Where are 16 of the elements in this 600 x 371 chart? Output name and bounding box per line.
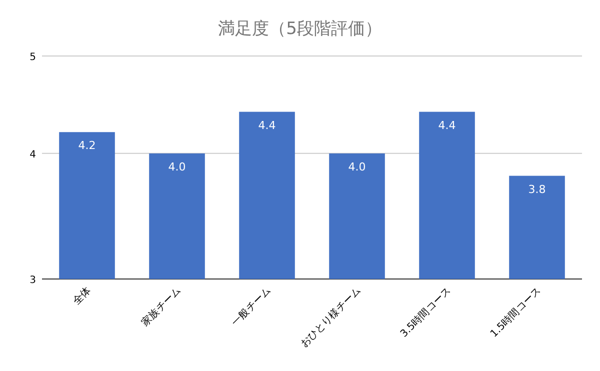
x-tick-label: おひとり様チーム (298, 284, 364, 350)
y-tick-label: 5 (30, 52, 36, 63)
data-label: 4.4 (258, 118, 276, 132)
data-label: 4.0 (168, 160, 186, 174)
x-tick-label: 3.5時間コース (398, 284, 454, 340)
y-tick-label: 3 (30, 275, 36, 286)
x-tick-label: 1.5時間コース (488, 284, 544, 340)
data-label: 4.0 (348, 160, 366, 174)
y-tick-label: 4 (30, 149, 36, 160)
x-tick-label: 一般チーム (230, 285, 274, 328)
x-tick-label: 家族チーム (139, 284, 184, 328)
x-tick-label: 全体 (70, 284, 94, 308)
data-label: 4.2 (78, 139, 96, 152)
data-label: 3.8 (528, 182, 546, 196)
chart-title: 満足度（5段階評価） (218, 19, 382, 39)
data-label: 4.4 (438, 118, 456, 132)
